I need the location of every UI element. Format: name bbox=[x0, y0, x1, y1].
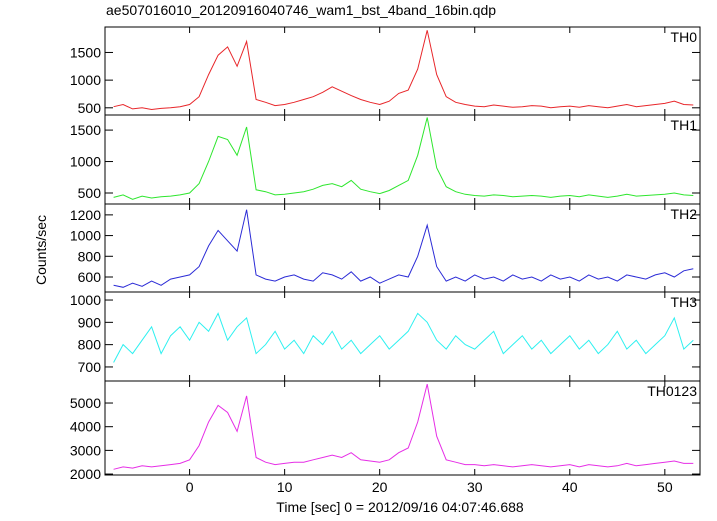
panel-label: TH2 bbox=[671, 206, 698, 222]
y-tick-label: 900 bbox=[78, 314, 102, 330]
panel-label: TH3 bbox=[671, 294, 698, 310]
y-tick-label: 1200 bbox=[70, 207, 101, 223]
chart-title: ae507016010_20120916040746_wam1_bst_4ban… bbox=[106, 2, 496, 18]
y-tick-label: 1000 bbox=[70, 292, 101, 308]
x-axis-label: Time [sec] 0 = 2012/09/16 04:07:46.688 bbox=[276, 499, 524, 515]
x-tick-label: 40 bbox=[562, 479, 578, 495]
y-tick-label: 800 bbox=[78, 337, 102, 353]
panel-frame bbox=[104, 26, 701, 116]
y-tick-label: 1000 bbox=[70, 72, 101, 88]
y-tick-label: 800 bbox=[78, 248, 102, 264]
panel-label: TH0 bbox=[671, 29, 698, 45]
y-tick-label: 1000 bbox=[70, 228, 101, 244]
y-tick-label: 5000 bbox=[70, 395, 101, 411]
panel-label: TH0123 bbox=[647, 383, 697, 399]
y-tick-label: 2000 bbox=[70, 466, 101, 482]
y-tick-label: 1500 bbox=[70, 44, 101, 60]
series-line bbox=[113, 117, 694, 200]
y-tick-label: 500 bbox=[78, 100, 102, 116]
x-tick-label: 10 bbox=[277, 479, 293, 495]
series-line bbox=[113, 383, 694, 470]
series-line bbox=[113, 209, 694, 288]
y-tick-label: 700 bbox=[78, 359, 102, 375]
y-tick-label: 4000 bbox=[70, 419, 101, 435]
panel-frame bbox=[104, 114, 701, 205]
y-tick-label: 500 bbox=[78, 185, 102, 201]
panel-frame bbox=[104, 380, 701, 476]
series-line bbox=[113, 30, 694, 111]
series-line bbox=[113, 312, 694, 363]
y-tick-label: 600 bbox=[78, 269, 102, 285]
panel-label: TH1 bbox=[671, 117, 698, 133]
x-tick-label: 0 bbox=[186, 479, 194, 495]
y-tick-label: 1500 bbox=[70, 122, 101, 138]
x-tick-label: 20 bbox=[372, 479, 388, 495]
y-axis-label: Counts/sec bbox=[33, 215, 49, 285]
y-tick-label: 1000 bbox=[70, 154, 101, 170]
x-tick-label: 50 bbox=[657, 479, 673, 495]
x-tick-label: 30 bbox=[467, 479, 483, 495]
y-tick-label: 3000 bbox=[70, 442, 101, 458]
